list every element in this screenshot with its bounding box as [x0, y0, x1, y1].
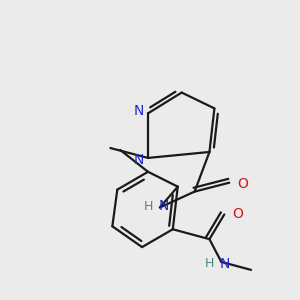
Text: N: N [134, 104, 144, 118]
Text: H: H [205, 257, 214, 270]
Text: N: N [220, 257, 230, 271]
Text: O: O [238, 177, 249, 191]
Text: N: N [134, 153, 144, 167]
Text: O: O [233, 207, 244, 221]
Text: H: H [143, 200, 153, 213]
Text: N: N [159, 200, 169, 214]
